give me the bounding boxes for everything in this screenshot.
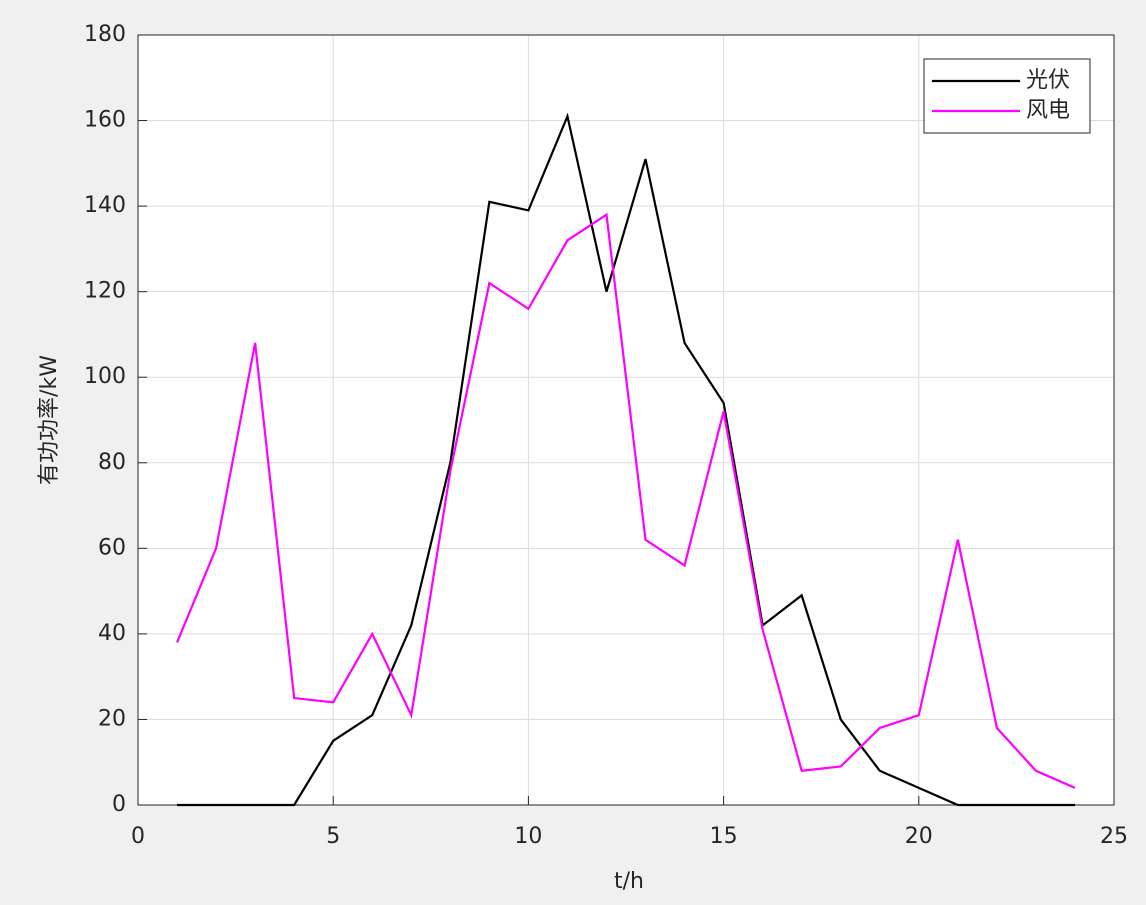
y-tick-label: 100 xyxy=(84,364,126,389)
y-tick-label: 140 xyxy=(84,193,126,218)
series-line xyxy=(176,212,1076,789)
y-tick-label: 20 xyxy=(98,706,126,731)
x-tick-label: 5 xyxy=(326,824,340,849)
axes-box xyxy=(137,34,1115,806)
y-tick-label: 80 xyxy=(98,450,126,475)
x-tick-label: 10 xyxy=(514,824,542,849)
y-tick-label: 40 xyxy=(98,621,126,646)
x-tick-label: 15 xyxy=(710,824,738,849)
legend-label: 光伏 xyxy=(1026,68,1070,93)
x-axis-label: t/h xyxy=(614,869,644,894)
y-tick-label: 60 xyxy=(98,535,126,560)
y-tick-label: 0 xyxy=(112,792,126,817)
y-tick-label: 120 xyxy=(84,279,126,304)
series-line xyxy=(177,112,1075,807)
y-tick-label: 160 xyxy=(84,108,126,133)
legend-label: 风电 xyxy=(1026,98,1070,123)
plot-area xyxy=(138,35,1114,805)
x-tick-label: 25 xyxy=(1100,824,1128,849)
y-tick-label: 180 xyxy=(84,22,126,47)
legend-box xyxy=(923,58,1091,134)
y-axis-label: 有功功率/kW xyxy=(37,355,62,485)
x-tick-label: 20 xyxy=(905,824,933,849)
x-tick-label: 0 xyxy=(131,824,145,849)
